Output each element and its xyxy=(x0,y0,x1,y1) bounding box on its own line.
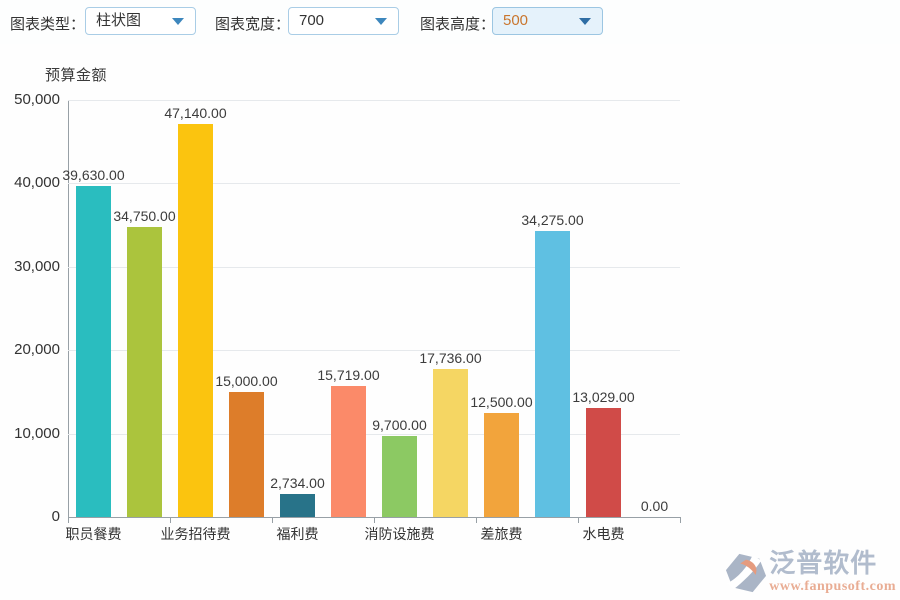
chevron-down-icon xyxy=(579,18,591,25)
x-tick-label: 职员餐费 xyxy=(65,526,122,542)
x-axis-tick xyxy=(68,518,69,523)
x-tick-label: 差旅费 xyxy=(480,526,523,542)
gridline xyxy=(68,266,680,268)
watermark-brand: 泛普软件 xyxy=(769,549,878,578)
chart-width-label: 图表宽度： xyxy=(215,16,291,33)
bar-value-label: 34,750.00 xyxy=(113,208,176,224)
bar xyxy=(280,494,315,517)
chart-height-label: 图表高度： xyxy=(420,16,496,33)
bar-value-label: 15,719.00 xyxy=(317,367,380,383)
bar xyxy=(484,413,519,517)
chart-height-select[interactable]: 500 xyxy=(492,7,603,35)
chevron-down-icon xyxy=(375,18,387,25)
chart-width-value: 700 xyxy=(299,12,325,29)
y-tick-label: 40,000 xyxy=(14,174,60,192)
x-axis-line xyxy=(68,517,681,518)
bar-value-label: 17,736.00 xyxy=(419,350,482,366)
x-axis-tick xyxy=(578,518,579,523)
bar xyxy=(535,231,570,517)
chart-height-value: 500 xyxy=(503,12,529,29)
plot-area: 0 10,000 20,000 30,000 40,000 50,000 39,630.00… xyxy=(14,91,681,542)
y-axis-line xyxy=(68,100,69,518)
y-tick-label: 10,000 xyxy=(14,424,60,442)
bar-value-label: 2,734.00 xyxy=(270,475,325,491)
y-tick-label: 20,000 xyxy=(14,341,60,359)
bar xyxy=(127,227,162,517)
budget-bar-chart: 预算金额 0 10,000 20,000 30,000 40,000 50,000 39,6… xyxy=(0,48,700,548)
bar-value-label: 0.00 xyxy=(640,498,669,514)
y-tick-label: 0 xyxy=(51,508,60,525)
bar-value-label: 9,700.00 xyxy=(372,417,427,433)
chart-type-label: 图表类型： xyxy=(10,16,86,33)
bar-value-label: 15,000.00 xyxy=(215,373,278,389)
x-tick-label: 消防设施费 xyxy=(364,526,435,542)
gridline xyxy=(68,183,680,185)
chart-title: 预算金额 xyxy=(45,67,108,84)
bar-value-label: 47,140.00 xyxy=(164,105,227,121)
gridline xyxy=(68,350,680,352)
chart-settings-toolbar: 图表类型： 柱状图 图表宽度： 700 图表高度： 500 xyxy=(0,0,900,44)
x-axis-tick xyxy=(680,518,681,523)
bar-value-label: 39,630.00 xyxy=(62,167,125,183)
chart-width-select[interactable]: 700 xyxy=(288,7,399,35)
chart-type-value: 柱状图 xyxy=(96,12,142,29)
gridline xyxy=(68,100,680,101)
x-axis-tick xyxy=(170,518,171,523)
bar-value-label: 34,275.00 xyxy=(521,212,584,228)
chevron-down-icon xyxy=(172,18,184,25)
gridline xyxy=(68,433,680,435)
bar-value-label: 13,029.00 xyxy=(572,389,635,405)
x-tick-label: 水电费 xyxy=(582,526,625,542)
bar xyxy=(586,408,621,517)
watermark-url: www.fanpusoft.com xyxy=(769,579,896,594)
x-tick-label: 业务招待费 xyxy=(160,526,231,542)
x-axis-tick xyxy=(272,518,273,523)
bar xyxy=(433,369,468,517)
y-tick-label: 50,000 xyxy=(14,91,60,108)
bar-value-label: 12,500.00 xyxy=(470,394,533,410)
bar xyxy=(178,124,213,517)
chart-type-select[interactable]: 柱状图 xyxy=(85,7,196,35)
bar xyxy=(76,186,111,517)
y-tick-label: 30,000 xyxy=(14,257,60,275)
x-axis-tick xyxy=(374,518,375,523)
bar xyxy=(382,436,417,517)
bar xyxy=(229,392,264,517)
x-tick-label: 福利费 xyxy=(276,526,319,542)
vendor-watermark: 泛普软件 www.fanpusoft.com xyxy=(725,550,896,595)
x-axis-tick xyxy=(476,518,477,523)
fanpu-logo-icon xyxy=(726,553,767,593)
bar xyxy=(331,386,366,517)
